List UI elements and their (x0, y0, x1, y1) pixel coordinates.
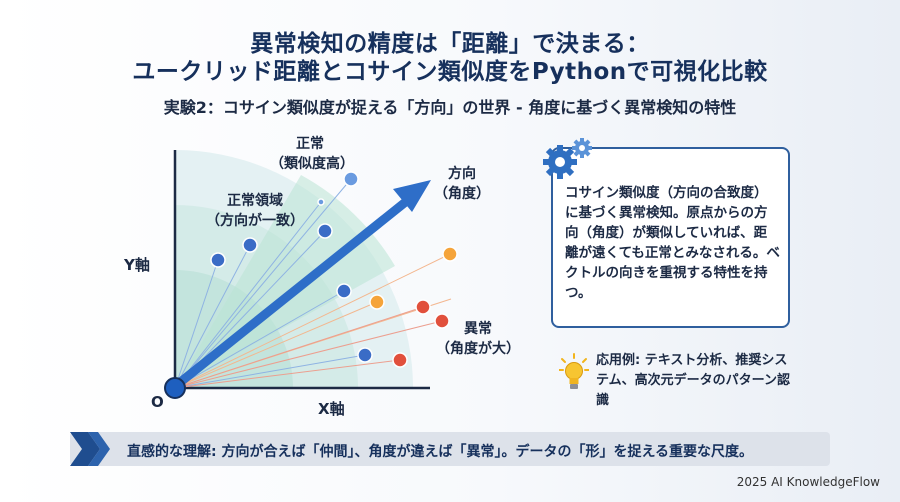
normal-region-wedge (175, 175, 395, 388)
normal-label: 正常 （類似度高） (270, 133, 354, 173)
anomaly-label: 異常 （角度が大） (428, 318, 528, 358)
description-text: コサイン類似度（方向の合致度）に基づく異常検知。原点からの方向（角度）が類似して… (565, 185, 780, 301)
application-text: 応用例: テキスト分析、推奨システム、高次元データのパターン認識 (596, 353, 790, 408)
vector-line (174, 306, 424, 389)
normal-point (317, 198, 325, 206)
insight-text: 直感的な理解: 方向が合えば「仲間」、角度が違えば「異常」。データの「形」を捉え… (127, 444, 754, 460)
vector-line (174, 244, 251, 389)
normal-region-line1: 正常領域 (227, 193, 283, 209)
direction-arrow-head (393, 180, 431, 212)
anomaly-point (369, 294, 385, 310)
gear-icon (543, 138, 592, 179)
origin-point (164, 377, 186, 399)
vector-line (174, 301, 378, 389)
normal-point (357, 347, 373, 363)
anomaly-line1: 異常 (464, 321, 492, 337)
y-axis-label: Y軸 (124, 256, 150, 274)
x-axis-label: X軸 (318, 400, 345, 418)
footer-credit: 2025 AI KnowledgeFlow (736, 475, 880, 489)
subtitle: 実験2：コサイン類似度が捉える「方向」の世界 - 角度に基づく異常検知の特性 (163, 98, 737, 117)
normal-region-line2: （方向が一致） (206, 213, 304, 229)
vector-line (174, 290, 345, 389)
normal-point (210, 252, 226, 268)
direction-line1: 方向 (448, 166, 476, 182)
normal-point (336, 283, 352, 299)
vector-line (174, 201, 322, 389)
normal-point (343, 171, 359, 187)
direction-label: 方向 （角度） (432, 163, 492, 203)
origin-label: O (151, 393, 164, 411)
title-line-1: 異常検知の精度は「距離」で決まる： (250, 31, 650, 57)
description-box (551, 147, 790, 328)
title-line-2: ユークリッド距離とコサイン類似度をPythonで可視化比較 (132, 59, 768, 85)
vector-line (174, 359, 401, 389)
vector-line (174, 253, 451, 389)
normal-region-label: 正常領域 （方向が一致） (200, 190, 310, 230)
normal-label-line1: 正常 (296, 136, 324, 152)
direction-arrow-shaft (173, 195, 413, 389)
direction-line2: （角度） (434, 186, 490, 202)
anomaly-point (392, 352, 408, 368)
normal-point (242, 237, 258, 253)
anomaly-point (442, 246, 458, 262)
vector-line (174, 354, 366, 389)
vector-line (174, 259, 219, 389)
lightbulb-icon (559, 353, 589, 389)
insight-banner (70, 432, 830, 466)
anomaly-line2: （角度が大） (436, 341, 520, 357)
normal-label-line2: （類似度高） (270, 156, 354, 172)
chevron-icon (70, 432, 110, 466)
vector-line (174, 320, 443, 389)
anomaly-point (415, 299, 431, 315)
anomaly-point (434, 313, 450, 329)
vector-line (174, 178, 352, 389)
normal-point (317, 223, 333, 239)
